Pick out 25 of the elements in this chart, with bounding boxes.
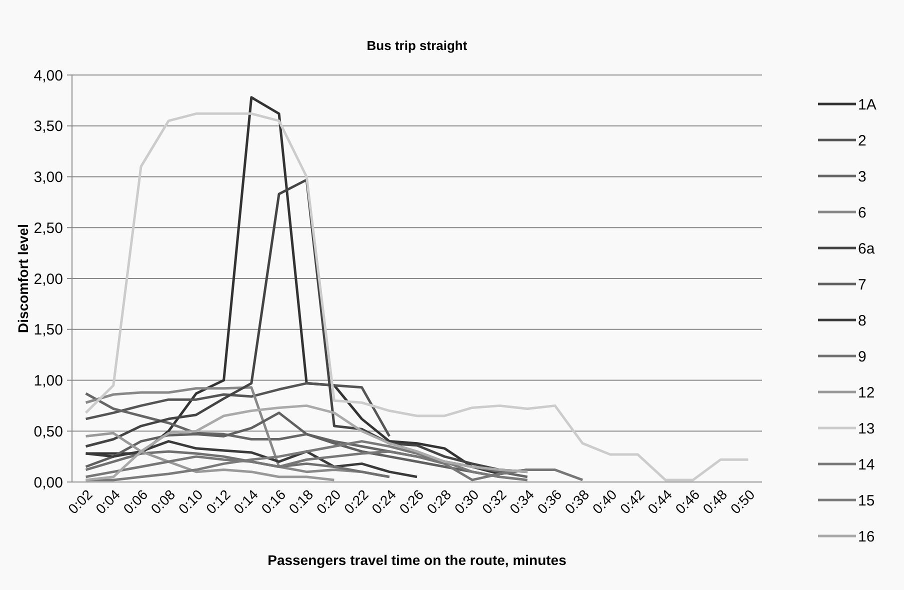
legend-label: 12 [858, 384, 875, 402]
legend-label: 13 [858, 420, 875, 438]
y-tick-label: 1,00 [34, 372, 63, 390]
y-tick-label: 0,50 [34, 423, 63, 440]
y-tick-label: 4,00 [34, 67, 63, 84]
x-axis-title: Passengers travel time on the route, minutes [268, 552, 567, 568]
y-tick-label: 3,50 [34, 118, 63, 136]
legend-label: 8 [858, 312, 866, 330]
chart-title: Bus trip straight [366, 38, 468, 53]
y-axis-title: Discomfort level [15, 224, 31, 333]
y-tick-label: 0,00 [34, 474, 63, 492]
legend-label: 1A [858, 96, 876, 114]
legend-label: 15 [858, 492, 875, 510]
legend-label: 6 [858, 204, 866, 222]
legend-label: 2 [858, 132, 866, 150]
y-tick-label: 1,50 [34, 322, 63, 339]
y-tick-label: 2,00 [34, 270, 63, 288]
y-tick-label: 3,00 [34, 169, 63, 186]
legend-label: 16 [858, 528, 875, 546]
y-tick-label: 2,50 [34, 220, 63, 237]
legend-label: 3 [858, 168, 866, 186]
legend-label: 14 [858, 456, 875, 474]
legend-label: 7 [858, 276, 866, 294]
legend-label: 9 [858, 348, 866, 366]
legend-label: 6a [858, 240, 876, 258]
